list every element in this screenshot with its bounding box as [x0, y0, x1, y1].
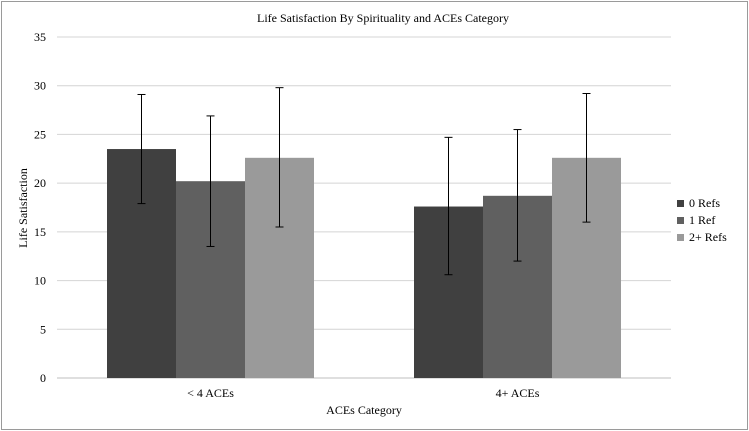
y-tick-labels: 0 5 10 15 20 25 30 35 — [34, 30, 46, 385]
y-tick-label: 0 — [40, 371, 46, 385]
error-bars — [137, 87, 591, 276]
x-tick-label: 4+ ACEs — [496, 386, 540, 400]
legend-label: 2+ Refs — [689, 230, 727, 244]
y-tick-label: 25 — [34, 127, 46, 141]
y-tick-label: 20 — [34, 176, 46, 190]
x-tick-labels: < 4 ACEs 4+ ACEs — [187, 386, 540, 400]
legend-label: 1 Ref — [689, 213, 715, 227]
y-tick-label: 5 — [40, 322, 46, 336]
x-tick-label: < 4 ACEs — [187, 386, 234, 400]
legend-swatch — [677, 200, 684, 207]
legend-swatch — [677, 234, 684, 241]
y-tick-label: 30 — [34, 79, 46, 93]
y-tick-label: 10 — [34, 274, 46, 288]
legend-swatch — [677, 217, 684, 224]
chart-title: Life Satisfaction By Spirituality and AC… — [257, 11, 509, 25]
legend: 0 Refs 1 Ref 2+ Refs — [677, 196, 727, 244]
y-axis-label: Life Satisfaction — [16, 168, 30, 248]
y-tick-label: 15 — [34, 225, 46, 239]
y-tick-label: 35 — [34, 30, 46, 44]
x-axis-label: ACEs Category — [326, 403, 402, 417]
legend-label: 0 Refs — [689, 196, 720, 210]
